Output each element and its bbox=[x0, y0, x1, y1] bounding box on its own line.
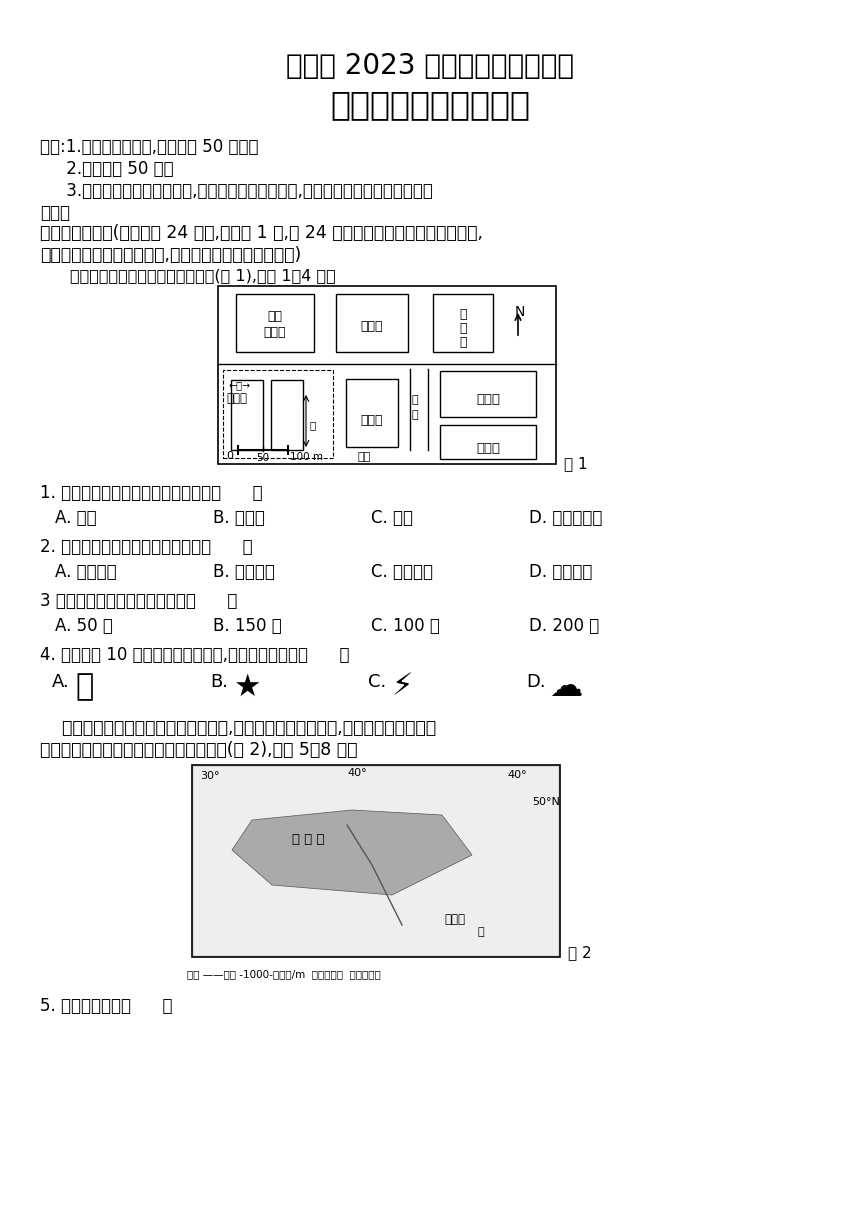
Bar bbox=[433, 294, 493, 351]
Text: 一、单项选择题(本大题共 24 小题,每小题 1 分,共 24 分。在每小题列出的四个选项中,: 一、单项选择题(本大题共 24 小题,每小题 1 分,共 24 分。在每小题列出… bbox=[40, 224, 483, 242]
Text: 道: 道 bbox=[411, 395, 418, 405]
Text: 长: 长 bbox=[309, 420, 316, 430]
Text: B. 东北方向: B. 东北方向 bbox=[213, 563, 275, 581]
Text: A. 方向: A. 方向 bbox=[55, 510, 96, 527]
Text: 教学楼: 教学楼 bbox=[360, 320, 384, 333]
Text: 3.本卷分为试题卷和答题卷,答案要求写在答题卷上,不得在试题卷上作答。否则不: 3.本卷分为试题卷和答题卷,答案要求写在答题卷上,不得在试题卷上作答。否则不 bbox=[40, 182, 433, 199]
Text: N: N bbox=[515, 305, 525, 319]
Bar bbox=[440, 371, 536, 417]
Bar bbox=[194, 767, 558, 955]
Text: A.: A. bbox=[52, 672, 70, 691]
Bar bbox=[271, 381, 303, 450]
Text: 40°: 40° bbox=[347, 769, 366, 778]
Text: D. 图例和注记: D. 图例和注记 bbox=[529, 510, 602, 527]
Text: 1. 该校园平面图缺少地图三要素中的（      ）: 1. 该校园平面图缺少地图三要素中的（ ） bbox=[40, 484, 262, 502]
Text: 育: 育 bbox=[459, 322, 467, 334]
Text: B. 比例尺: B. 比例尺 bbox=[213, 510, 265, 527]
Text: ☁: ☁ bbox=[549, 670, 582, 704]
Text: 校门: 校门 bbox=[358, 452, 372, 462]
Text: 50: 50 bbox=[256, 454, 269, 463]
Bar bbox=[231, 381, 263, 450]
Text: 路: 路 bbox=[411, 410, 418, 420]
Text: A. 西北方向: A. 西北方向 bbox=[55, 563, 117, 581]
Text: 3 学校篮球场区域的总宽度约为（      ）: 3 学校篮球场区域的总宽度约为（ ） bbox=[40, 592, 237, 610]
Bar bbox=[192, 765, 560, 957]
Text: 实验楼: 实验楼 bbox=[264, 326, 286, 339]
Text: 地理样卷试题卷（一）: 地理样卷试题卷（一） bbox=[330, 88, 530, 122]
Text: 100 m: 100 m bbox=[290, 452, 323, 462]
Text: 海: 海 bbox=[477, 927, 483, 938]
Text: 50°N: 50°N bbox=[532, 796, 560, 807]
Text: 2.本卷满分 50 分。: 2.本卷满分 50 分。 bbox=[40, 161, 174, 178]
Bar bbox=[440, 426, 536, 458]
Text: 读江西某初中学校校园平面示意图(图 1),完成 1～4 题。: 读江西某初中学校校园平面示意图(图 1),完成 1～4 题。 bbox=[70, 268, 335, 283]
Polygon shape bbox=[232, 810, 472, 895]
Text: 亚速海: 亚速海 bbox=[444, 913, 465, 927]
Text: 0: 0 bbox=[226, 451, 233, 461]
Text: 馆: 馆 bbox=[459, 336, 467, 349]
Text: 综合: 综合 bbox=[267, 310, 282, 323]
Text: D. 东南方向: D. 东南方向 bbox=[529, 563, 593, 581]
Text: 图书馆: 图书馆 bbox=[476, 441, 500, 455]
Text: 30°: 30° bbox=[200, 771, 219, 781]
Bar bbox=[218, 286, 556, 465]
Text: 4. 该校将在 10 月份举行田径运动会,最适宜的天气是（      ）: 4. 该校将在 10 月份举行田径运动会,最适宜的天气是（ ） bbox=[40, 646, 349, 664]
Text: C. 图名: C. 图名 bbox=[371, 510, 413, 527]
Text: B.: B. bbox=[210, 672, 228, 691]
Text: C.: C. bbox=[368, 672, 386, 691]
Text: C. 100 米: C. 100 米 bbox=[371, 617, 439, 635]
Bar bbox=[336, 294, 408, 351]
Text: 图 2: 图 2 bbox=[568, 945, 592, 959]
Text: 体: 体 bbox=[459, 308, 467, 321]
Bar bbox=[346, 379, 398, 447]
Text: 40°: 40° bbox=[507, 770, 526, 779]
Text: C. 西南方向: C. 西南方向 bbox=[371, 563, 433, 581]
Text: D. 200 米: D. 200 米 bbox=[529, 617, 599, 635]
Text: ⚡: ⚡ bbox=[391, 672, 413, 702]
Text: ⛈: ⛈ bbox=[75, 672, 93, 702]
Text: 乌 克 兰: 乌 克 兰 bbox=[292, 833, 324, 846]
Text: 说明:1.本卷为闭卷考试,考试时间 50 分钟。: 说明:1.本卷为闭卷考试,考试时间 50 分钟。 bbox=[40, 137, 259, 156]
Text: 篮球场: 篮球场 bbox=[226, 392, 247, 405]
Text: 足球场: 足球场 bbox=[476, 393, 500, 406]
Text: 给分。: 给分。 bbox=[40, 204, 70, 223]
Text: 2. 学校的综合实验楼位于足球场的（      ）: 2. 学校的综合实验楼位于足球场的（ ） bbox=[40, 537, 253, 556]
Bar bbox=[236, 294, 314, 351]
Text: A. 50 米: A. 50 米 bbox=[55, 617, 113, 635]
Text: 图 1: 图 1 bbox=[564, 456, 587, 471]
Bar bbox=[223, 370, 333, 458]
Text: 5. 乌克兰地形以（      ）: 5. 乌克兰地形以（ ） bbox=[40, 997, 173, 1015]
Text: 土分布区之一。读乌克兰黑土分布示意图(图 2),完成 5～8 题。: 土分布区之一。读乌克兰黑土分布示意图(图 2),完成 5～8 题。 bbox=[40, 741, 358, 759]
Text: D.: D. bbox=[526, 672, 545, 691]
Text: ←宽→: ←宽→ bbox=[229, 379, 251, 390]
Text: 江西省 2023 年初中学业水平考试: 江西省 2023 年初中学业水平考试 bbox=[286, 52, 574, 80]
Text: B. 150 米: B. 150 米 bbox=[213, 617, 282, 635]
Text: 图例 ——国界 -1000-等高线/m  黑土分布区  河流、湖泊: 图例 ——国界 -1000-等高线/m 黑土分布区 河流、湖泊 bbox=[187, 969, 381, 979]
Text: 排球场: 排球场 bbox=[360, 413, 384, 427]
Text: 黑土是肥力最高、最适宜农耕的土壤,被誉为耕地中的大熊猫,乌克兰是世界三大黑: 黑土是肥力最高、最适宜农耕的土壤,被誉为耕地中的大熊猫,乌克兰是世界三大黑 bbox=[40, 719, 436, 737]
Text: ★: ★ bbox=[233, 672, 261, 702]
Text: 只有一项是符合题目要求的,多选、错选、不选均不得分): 只有一项是符合题目要求的,多选、错选、不选均不得分) bbox=[40, 246, 301, 264]
